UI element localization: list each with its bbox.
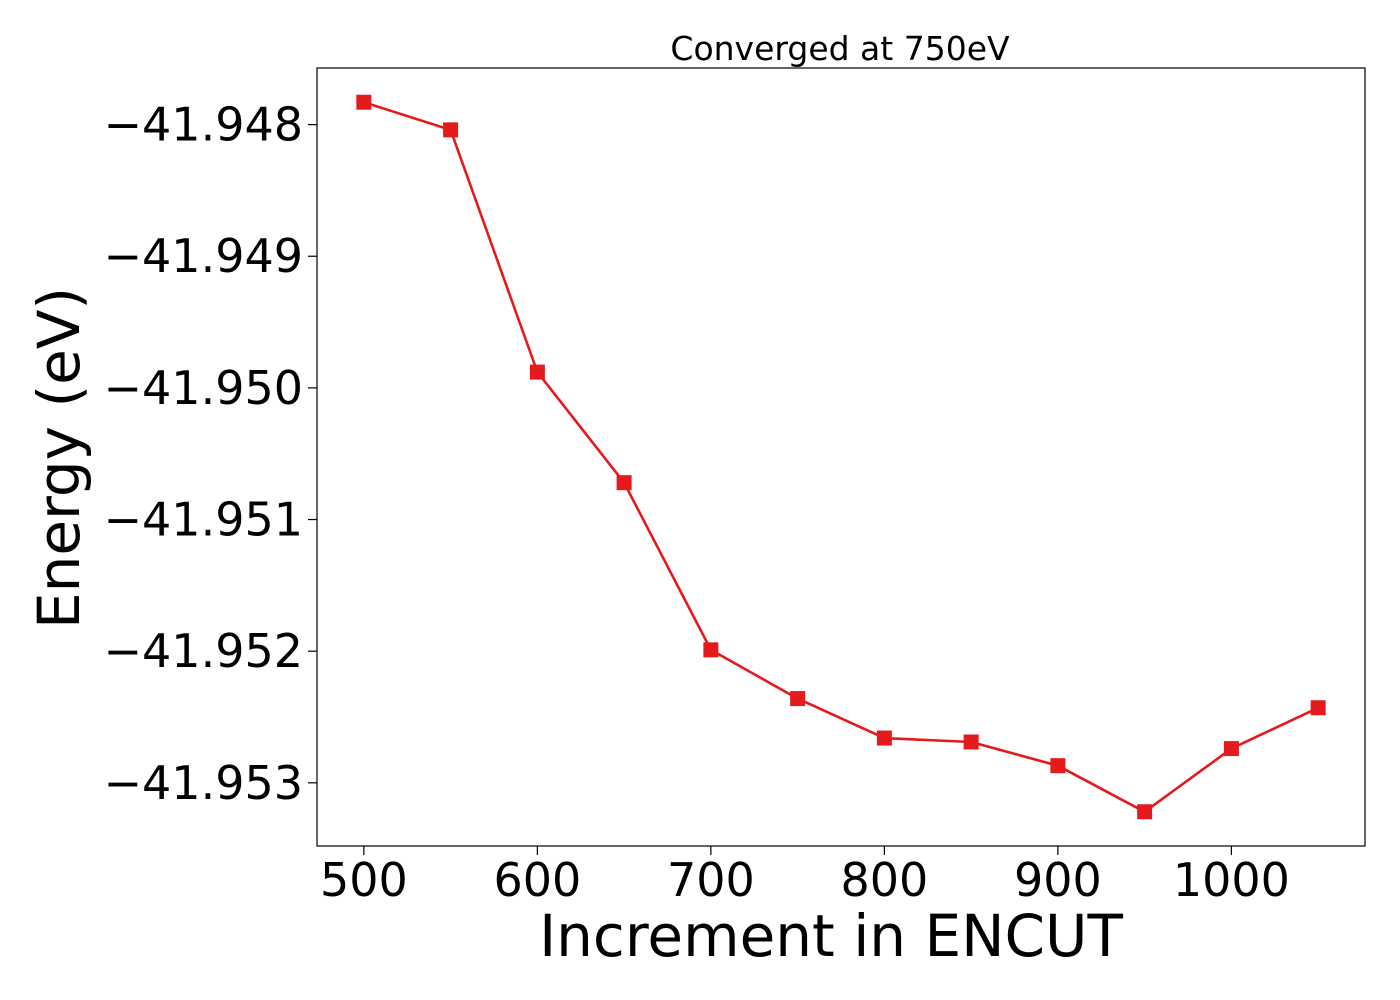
y-tick-label: −41.950 [104,361,304,415]
x-tick-label: 900 [1014,853,1102,907]
plot-series [356,94,1326,820]
y-tick-label: −41.948 [104,98,304,152]
data-point-marker [790,691,806,707]
y-tick-label: −41.951 [104,493,304,547]
chart-title: Converged at 750eV [670,29,1010,68]
y-axis-title: Energy (eV) [25,287,93,629]
data-point-marker [1137,804,1153,820]
data-point-marker [1050,758,1066,774]
data-point-marker [876,730,892,746]
y-axis-ticks: −41.948 −41.949 −41.950 −41.951 −41.952 −41.9… [104,98,317,810]
data-point-marker [1223,741,1239,757]
x-axis-ticks: 500 600 700 800 900 1000 [320,846,1290,907]
data-point-marker [356,94,372,110]
data-point-marker [1310,700,1326,716]
y-tick-label: −41.949 [104,229,304,283]
data-point-marker [443,122,459,138]
data-point-marker [703,642,719,658]
series-line [363,100,1319,814]
x-axis-title: Increment in ENCUT [539,902,1123,970]
y-tick-label: −41.952 [104,624,304,678]
x-tick-label: 1000 [1173,853,1290,907]
data-point-marker [529,364,545,380]
x-tick-label: 600 [493,853,581,907]
data-point-marker [616,475,632,491]
plot-area-frame [316,67,1366,847]
x-tick-label: 500 [320,853,408,907]
data-point-marker [963,734,979,750]
x-tick-label: 700 [667,853,755,907]
x-tick-label: 800 [840,853,928,907]
y-tick-label: −41.953 [104,756,304,810]
